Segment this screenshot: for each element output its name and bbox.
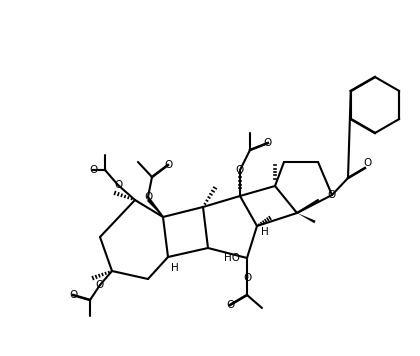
- Text: O: O: [264, 138, 272, 148]
- Text: O: O: [96, 280, 104, 290]
- Text: O: O: [328, 190, 336, 200]
- Polygon shape: [297, 213, 315, 223]
- Text: H: H: [171, 263, 179, 273]
- Polygon shape: [147, 199, 163, 217]
- Text: O: O: [226, 300, 234, 310]
- Text: O: O: [164, 160, 172, 170]
- Polygon shape: [246, 258, 248, 278]
- Text: HO: HO: [224, 253, 240, 263]
- Text: O: O: [144, 192, 152, 202]
- Text: O: O: [69, 290, 77, 300]
- Text: H: H: [261, 227, 269, 237]
- Text: O: O: [236, 165, 244, 175]
- Text: O: O: [89, 165, 97, 175]
- Text: O: O: [243, 273, 251, 283]
- Text: O: O: [364, 158, 372, 168]
- Text: O: O: [114, 180, 122, 190]
